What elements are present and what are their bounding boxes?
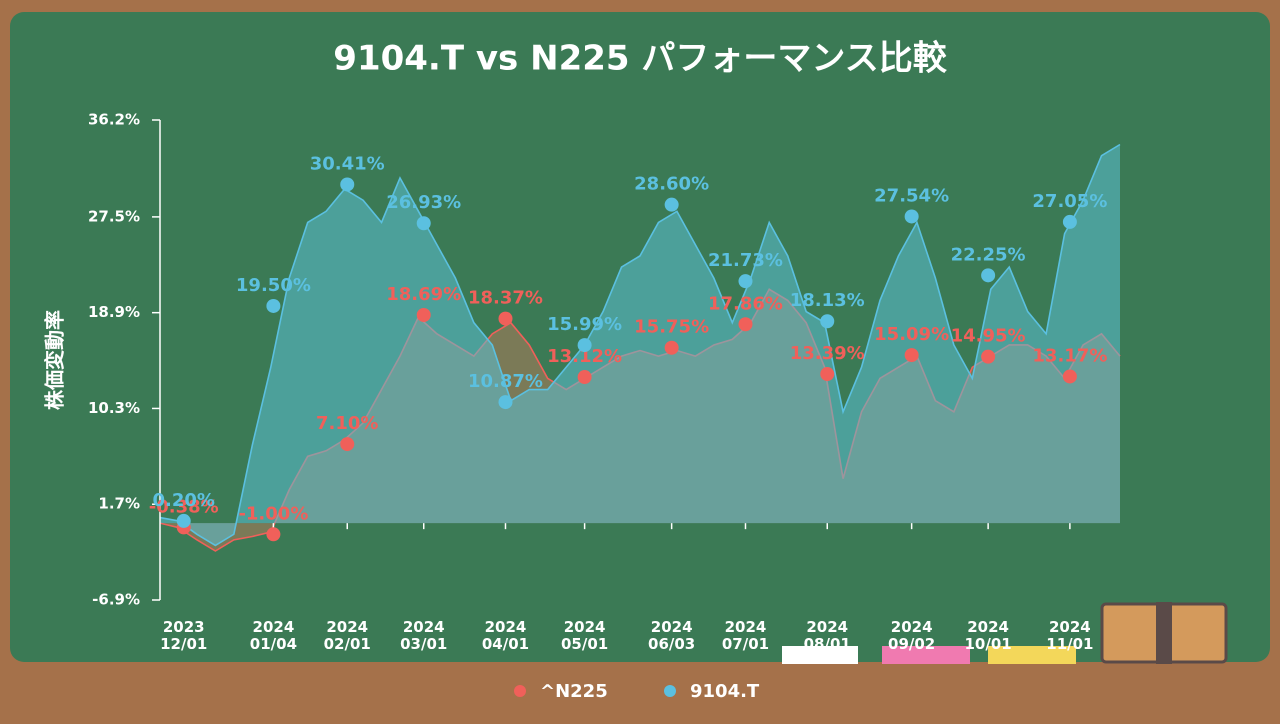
- point-label: 18.13%: [790, 290, 865, 311]
- series-area: [160, 144, 1120, 546]
- point-marker: [820, 367, 835, 382]
- point-marker: [498, 311, 513, 326]
- point-marker: [266, 298, 281, 313]
- point-label: 21.73%: [708, 250, 783, 271]
- point-label: 19.50%: [236, 275, 311, 296]
- chalk-yellow: [988, 646, 1076, 664]
- y-tick-label: -6.9%: [92, 591, 140, 609]
- point-marker: [904, 209, 919, 224]
- point-label: -1.00%: [238, 503, 308, 524]
- x-tick-label: 2023 12/01: [160, 618, 207, 653]
- eraser-band: [1156, 602, 1172, 664]
- point-marker: [416, 216, 431, 231]
- point-marker: [904, 348, 919, 363]
- point-label: 13.39%: [790, 343, 865, 364]
- plot-area: -6.9% 1.7% 10.3% 18.9% 27.5% 36.2% 2023 12/01 20…: [88, 111, 1121, 653]
- point-marker: [664, 197, 679, 212]
- point-marker: [738, 317, 753, 332]
- point-label: 17.86%: [708, 293, 783, 314]
- point-label: 27.54%: [874, 185, 949, 206]
- y-tick-label: 10.3%: [88, 399, 140, 417]
- point-marker: [1062, 214, 1077, 229]
- x-tick-label: 2024 06/03: [648, 618, 695, 653]
- x-tick-label: 2024 05/01: [561, 618, 608, 653]
- legend-label: ^N225: [540, 681, 608, 702]
- x-tick-label: 2024 07/01: [722, 618, 769, 653]
- legend-label: 9104.T: [690, 681, 760, 702]
- chalk-white: [782, 646, 858, 664]
- point-label: 13.17%: [1032, 345, 1107, 366]
- point-marker: [981, 349, 996, 364]
- x-tick-label: 2024 02/01: [324, 618, 371, 653]
- point-label: 27.05%: [1032, 191, 1107, 212]
- y-tick-label: 18.9%: [88, 303, 140, 321]
- series-line: [159, 143, 1121, 547]
- chalk-pink: [882, 646, 970, 664]
- point-label: 7.10%: [316, 413, 378, 434]
- point-marker: [577, 370, 592, 385]
- y-axis-label: 株価変動率: [43, 310, 67, 410]
- point-marker: [340, 177, 355, 192]
- point-marker: [416, 308, 431, 323]
- legend-marker: [514, 685, 526, 697]
- point-marker: [981, 268, 996, 283]
- point-label: 15.99%: [547, 314, 622, 335]
- point-label: 14.95%: [951, 326, 1026, 347]
- point-label: 15.09%: [874, 324, 949, 345]
- point-marker: [820, 314, 835, 329]
- chart-title: 9104.T vs N225 パフォーマンス比較: [333, 39, 947, 79]
- point-label: 15.75%: [634, 317, 709, 338]
- point-marker: [498, 395, 513, 410]
- y-tick-label: 1.7%: [98, 495, 140, 513]
- x-tick-label: 2024 08/01: [804, 618, 851, 653]
- point-label: 30.41%: [310, 153, 385, 174]
- point-label: 0.20%: [153, 490, 215, 511]
- legend-marker: [664, 685, 676, 697]
- x-tick-label: 2024 11/01: [1046, 618, 1093, 653]
- x-tick-label: 2024 01/04: [250, 618, 297, 653]
- point-marker: [577, 338, 592, 353]
- point-marker: [1062, 369, 1077, 384]
- point-label: -0.38%: [149, 496, 219, 517]
- point-label: 18.69%: [386, 284, 461, 305]
- point-label: 18.37%: [468, 288, 543, 309]
- point-marker: [738, 274, 753, 289]
- point-label: 10.87%: [468, 371, 543, 392]
- point-marker: [340, 437, 355, 452]
- point-label: 26.93%: [386, 192, 461, 213]
- point-marker: [176, 513, 191, 528]
- point-marker: [664, 340, 679, 355]
- point-label: 28.60%: [634, 174, 709, 195]
- y-tick-label: 27.5%: [88, 207, 140, 225]
- point-marker: [266, 527, 281, 542]
- x-tick-label: 2024 03/01: [400, 618, 447, 653]
- y-tick-label: 36.2%: [88, 111, 140, 129]
- x-tick-label: 2024 10/01: [965, 618, 1012, 653]
- point-label: 13.12%: [547, 346, 622, 367]
- x-tick-label: 2024 09/02: [888, 618, 935, 653]
- point-label: 22.25%: [951, 244, 1026, 265]
- x-tick-label: 2024 04/01: [482, 618, 529, 653]
